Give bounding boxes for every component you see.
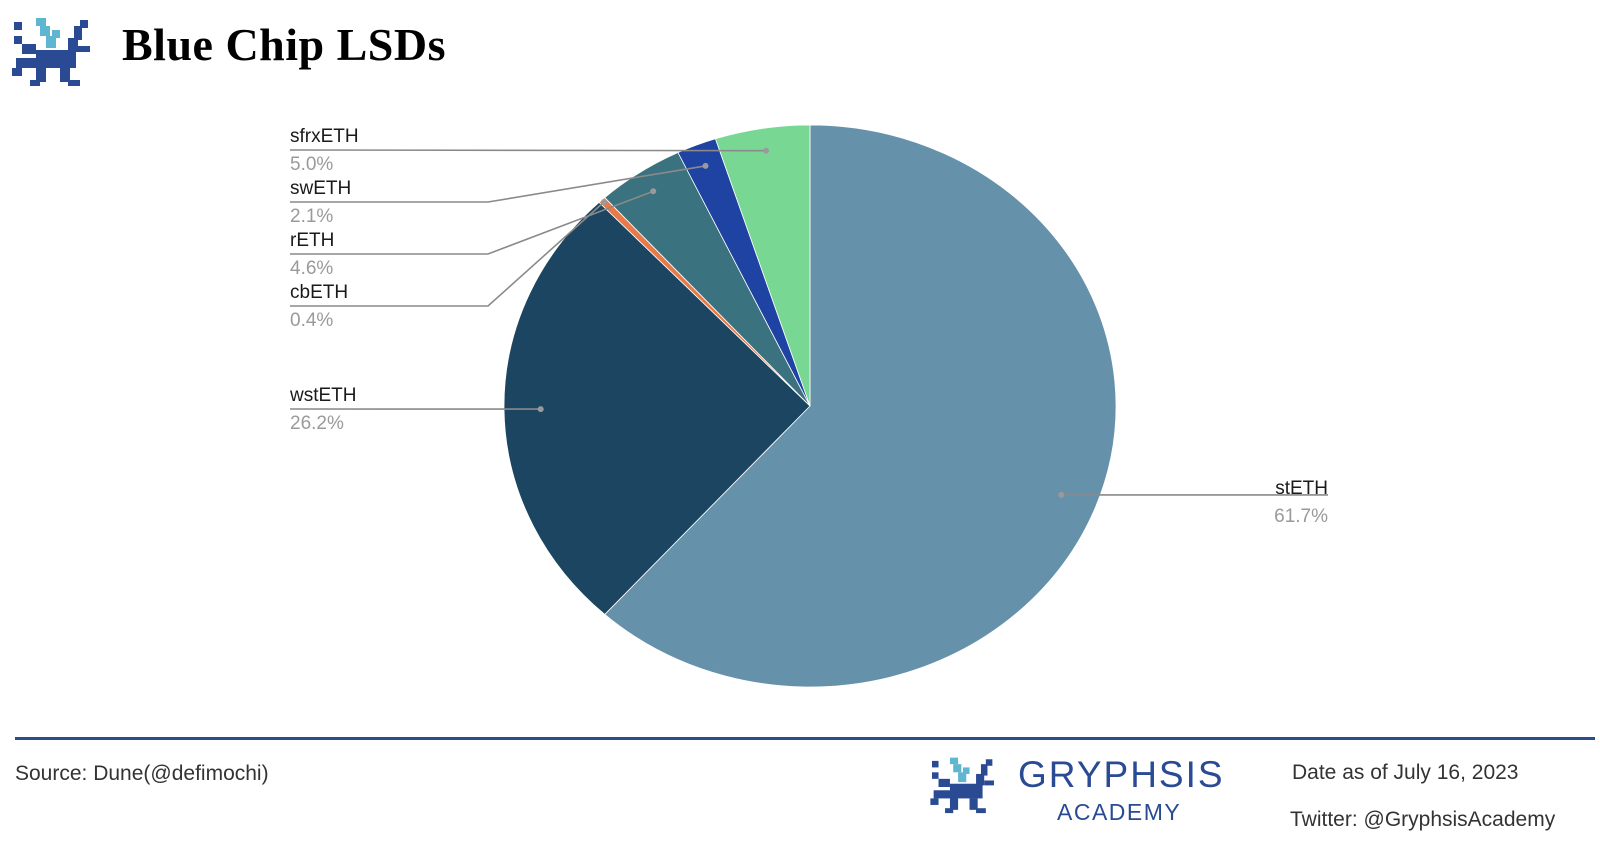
leader-dot-sweth	[702, 162, 709, 169]
brand-name: GRYPHSIS	[1018, 754, 1225, 795]
pie-slice-steth	[604, 124, 1117, 688]
slice-value-reth: 4.6%	[290, 258, 333, 279]
leader-dot-wsteth	[537, 406, 544, 413]
slice-value-sfrxeth: 5.0%	[290, 154, 333, 175]
source-note: Source: Dune(@defimochi)	[15, 762, 269, 785]
date-note: Date as of July 16, 2023	[1292, 761, 1519, 784]
slice-value-cbeth: 0.4%	[290, 310, 333, 331]
leader-line-sfrxeth	[289, 149, 767, 152]
leader-dot-steth	[1058, 491, 1065, 498]
twitter-handle: Twitter: @GryphsisAcademy	[1290, 808, 1556, 831]
leader-dot-sfrxeth	[763, 147, 769, 154]
slice-label-cbeth: cbETH	[290, 282, 348, 303]
pie-slice-sfrxeth	[714, 124, 811, 407]
leader-dot-reth	[650, 188, 657, 195]
slice-value-wsteth: 26.2%	[290, 413, 344, 434]
footer-divider	[15, 737, 1595, 740]
slice-label-steth: stETH	[1275, 478, 1328, 499]
slice-value-steth: 61.7%	[1274, 506, 1328, 527]
gryphon-logo-icon	[930, 757, 994, 814]
pie-chart: stETH 61.7% wstETH 26.2% cbETH 0.4% rETH 4.6% sw…	[289, 124, 1328, 688]
slice-label-wsteth: wstETH	[289, 385, 357, 406]
leader-line-sweth	[290, 165, 706, 203]
brand-subtitle: ACADEMY	[1057, 799, 1182, 825]
pie-slices	[503, 124, 1117, 688]
slice-label-sweth: swETH	[290, 178, 351, 199]
leader-line-cbeth	[290, 201, 605, 307]
slice-label-sfrxeth: sfrxETH	[290, 126, 359, 147]
page-title: Blue Chip LSDs	[122, 19, 447, 70]
pie-labels: stETH 61.7% wstETH 26.2% cbETH 0.4% rETH 4.6% sw…	[289, 126, 1328, 527]
leader-dot-cbeth	[601, 199, 607, 205]
leader-line-reth	[290, 190, 654, 255]
slice-value-sweth: 2.1%	[290, 206, 333, 227]
gryphon-logo-icon	[12, 18, 90, 86]
slice-label-reth: rETH	[290, 230, 334, 251]
